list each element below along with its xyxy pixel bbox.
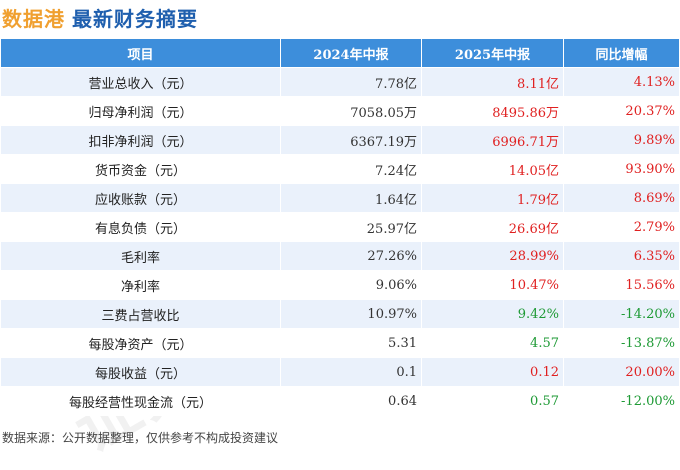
data-source-note: 数据来源：公开数据整理，仅供参考不构成投资建议 — [2, 431, 279, 445]
value-2024: 7.24亿 — [280, 154, 422, 184]
value-2025: 0.12 — [421, 357, 564, 387]
table-row: 净利率 9.06% 10.47% 15.56% — [0, 270, 680, 300]
value-2024: 0.1 — [280, 357, 422, 387]
column-header-2024: 2024年中报 — [280, 38, 422, 68]
yoy-change: 9.89% — [563, 125, 680, 155]
row-item-label: 归母净利润（元） — [0, 96, 281, 126]
value-2024: 0.64 — [280, 386, 422, 416]
yoy-change: 20.00% — [563, 357, 680, 387]
yoy-change: 6.35% — [563, 241, 680, 271]
column-header-2025: 2025年中报 — [421, 38, 564, 68]
column-header-change: 同比增幅 — [563, 38, 680, 68]
table-row: 营业总收入（元） 7.78亿 8.11亿 4.13% — [0, 67, 680, 97]
column-header-item: 项目 — [0, 38, 281, 68]
yoy-change: 15.56% — [563, 270, 680, 300]
value-2025: 28.99% — [421, 241, 564, 271]
row-item-label: 货币资金（元） — [0, 154, 281, 184]
table-row: 应收账款（元） 1.64亿 1.79亿 8.69% — [0, 183, 680, 213]
table-row: 货币资金（元） 7.24亿 14.05亿 93.90% — [0, 154, 680, 184]
financial-summary-table: 项目 2024年中报 2025年中报 同比增幅 营业总收入（元） 7.78亿 8.1… — [0, 38, 680, 416]
value-2025: 0.57 — [421, 386, 564, 416]
table-row: 每股净资产（元） 5.31 4.57 -13.87% — [0, 328, 680, 358]
yoy-change: 93.90% — [563, 154, 680, 184]
row-item-label: 毛利率 — [0, 241, 281, 271]
table-header-row: 项目 2024年中报 2025年中报 同比增幅 — [0, 38, 680, 68]
yoy-change: 4.13% — [563, 67, 680, 97]
row-item-label: 应收账款（元） — [0, 183, 281, 213]
table-row: 毛利率 27.26% 28.99% 6.35% — [0, 241, 680, 271]
row-item-label: 营业总收入（元） — [0, 67, 281, 97]
value-2024: 5.31 — [280, 328, 422, 358]
value-2024: 7058.05万 — [280, 96, 422, 126]
yoy-change: 8.69% — [563, 183, 680, 213]
value-2025: 4.57 — [421, 328, 564, 358]
value-2024: 10.97% — [280, 299, 422, 329]
row-item-label: 扣非净利润（元） — [0, 125, 281, 155]
yoy-change: 2.79% — [563, 212, 680, 242]
value-2024: 7.78亿 — [280, 67, 422, 97]
table-row: 三费占营收比 10.97% 9.42% -14.20% — [0, 299, 680, 329]
page-header: 数据港 最新财务摘要 — [0, 0, 680, 36]
value-2024: 27.26% — [280, 241, 422, 271]
value-2025: 10.47% — [421, 270, 564, 300]
table-row: 每股收益（元） 0.1 0.12 20.00% — [0, 357, 680, 387]
value-2025: 14.05亿 — [421, 154, 564, 184]
value-2024: 25.97亿 — [280, 212, 422, 242]
brand-name: 数据港 — [2, 7, 65, 31]
yoy-change: -12.00% — [563, 386, 680, 416]
table-row: 有息负债（元） 25.97亿 26.69亿 2.79% — [0, 212, 680, 242]
value-2024: 9.06% — [280, 270, 422, 300]
value-2024: 6367.19万 — [280, 125, 422, 155]
row-item-label: 每股经营性现金流（元） — [0, 386, 281, 416]
table-row: 归母净利润（元） 7058.05万 8495.86万 20.37% — [0, 96, 680, 126]
value-2025: 1.79亿 — [421, 183, 564, 213]
yoy-change: -13.87% — [563, 328, 680, 358]
row-item-label: 每股净资产（元） — [0, 328, 281, 358]
yoy-change: -14.20% — [563, 299, 680, 329]
value-2025: 6996.71万 — [421, 125, 564, 155]
table-row: 扣非净利润（元） 6367.19万 6996.71万 9.89% — [0, 125, 680, 155]
value-2025: 9.42% — [421, 299, 564, 329]
row-item-label: 有息负债（元） — [0, 212, 281, 242]
table-row: 每股经营性现金流（元） 0.64 0.57 -12.00% — [0, 386, 680, 416]
yoy-change: 20.37% — [563, 96, 680, 126]
row-item-label: 每股收益（元） — [0, 357, 281, 387]
value-2025: 8495.86万 — [421, 96, 564, 126]
page-title: 最新财务摘要 — [72, 7, 198, 31]
row-item-label: 净利率 — [0, 270, 281, 300]
row-item-label: 三费占营收比 — [0, 299, 281, 329]
value-2025: 8.11亿 — [421, 67, 564, 97]
value-2024: 1.64亿 — [280, 183, 422, 213]
value-2025: 26.69亿 — [421, 212, 564, 242]
